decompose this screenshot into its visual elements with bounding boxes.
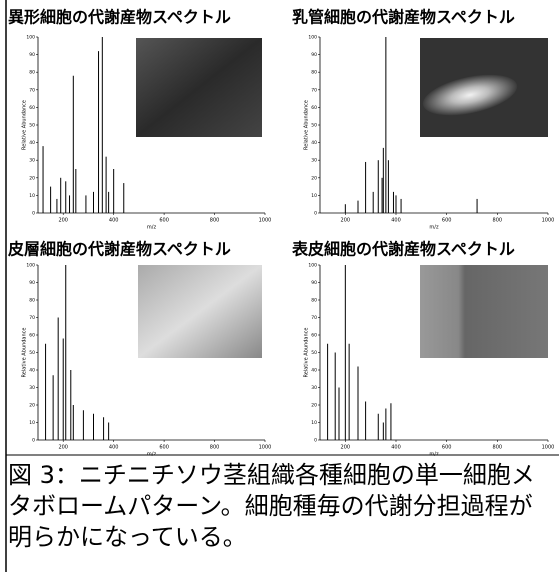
panel-title: 皮層細胞の代謝産物スペクトル: [7, 240, 231, 259]
y-tick-label: 80: [311, 298, 317, 304]
y-tick-label: 0: [314, 438, 317, 444]
y-tick-label: 0: [314, 211, 317, 217]
y-tick-label: 70: [311, 315, 317, 321]
x-tick-label: 600: [159, 218, 169, 224]
x-tick-label: 800: [210, 218, 220, 224]
x-axis-label: m/z: [429, 225, 439, 231]
y-tick-label: 90: [29, 280, 35, 286]
y-tick-label: 90: [311, 52, 317, 58]
y-tick-label: 0: [32, 438, 35, 444]
y-tick-label: 0: [32, 211, 35, 217]
x-tick-label: 600: [442, 445, 452, 451]
y-tick-label: 50: [311, 350, 317, 356]
y-tick-label: 20: [29, 175, 35, 181]
y-tick-label: 60: [311, 333, 317, 339]
y-tick-label: 10: [29, 420, 35, 426]
y-tick-label: 30: [29, 385, 35, 391]
y-tick-label: 40: [311, 140, 317, 146]
x-tick-label: 1000: [259, 218, 272, 224]
x-tick-label: 400: [391, 445, 401, 451]
x-tick-label: 1000: [542, 445, 555, 451]
panel-title: 表皮細胞の代謝産物スペクトル: [291, 240, 515, 259]
y-tick-label: 70: [29, 87, 35, 93]
y-tick-label: 10: [311, 420, 317, 426]
y-tick-label: 100: [26, 263, 35, 269]
y-tick-label: 40: [29, 368, 35, 374]
y-tick-label: 50: [29, 123, 35, 129]
x-tick-label: 600: [159, 445, 169, 451]
x-tick-label: 400: [109, 218, 119, 224]
y-axis-label: Relative Abundance: [304, 328, 310, 378]
y-tick-label: 30: [311, 158, 317, 164]
x-tick-label: 400: [109, 445, 119, 451]
y-tick-label: 30: [311, 385, 317, 391]
y-tick-label: 20: [311, 403, 317, 409]
panel-title: 乳管細胞の代謝産物スペクトル: [292, 8, 515, 27]
y-tick-label: 40: [311, 368, 317, 374]
x-tick-label: 200: [58, 445, 68, 451]
x-axis-label: m/z: [147, 452, 157, 458]
y-tick-label: 80: [29, 298, 35, 304]
x-tick-label: 200: [341, 218, 351, 224]
y-tick-label: 60: [29, 105, 35, 111]
x-tick-label: 800: [210, 445, 220, 451]
y-tick-label: 100: [308, 35, 317, 41]
y-tick-label: 60: [29, 333, 35, 339]
y-tick-label: 100: [26, 35, 35, 41]
panel-title: 異形細胞の代謝産物スペクトル: [8, 8, 231, 27]
x-tick-label: 200: [341, 445, 351, 451]
y-tick-label: 100: [308, 263, 317, 269]
x-tick-label: 800: [493, 445, 503, 451]
y-tick-label: 30: [29, 158, 35, 164]
y-tick-label: 20: [29, 403, 35, 409]
x-tick-label: 600: [442, 218, 452, 224]
y-axis-label: Relative Abundance: [22, 328, 28, 378]
figure: 異形細胞の代謝産物スペクトル01020304050607080901002004…: [0, 0, 559, 572]
y-tick-label: 70: [29, 315, 35, 321]
y-tick-label: 50: [311, 123, 317, 129]
y-tick-label: 90: [311, 280, 317, 286]
x-tick-label: 400: [391, 218, 401, 224]
y-tick-label: 50: [29, 350, 35, 356]
y-tick-label: 70: [311, 87, 317, 93]
x-tick-label: 800: [493, 218, 503, 224]
caption: 図 3：ニチニチソウ茎組織各種細胞の単一細胞メタボロームパターン。細胞種毎の代謝…: [8, 460, 556, 553]
y-axis-label: Relative Abundance: [304, 100, 310, 150]
micrograph: [136, 38, 262, 137]
x-tick-label: 1000: [542, 218, 555, 224]
y-axis-label: Relative Abundance: [22, 100, 28, 150]
x-axis-label: m/z: [147, 225, 157, 231]
y-tick-label: 20: [311, 175, 317, 181]
y-tick-label: 80: [311, 70, 317, 76]
x-tick-label: 200: [58, 218, 68, 224]
y-tick-label: 10: [29, 193, 35, 199]
y-tick-label: 40: [29, 140, 35, 146]
y-tick-label: 60: [311, 105, 317, 111]
micrograph: [420, 265, 548, 358]
micrograph: [138, 265, 262, 358]
y-tick-label: 10: [311, 193, 317, 199]
y-tick-label: 80: [29, 70, 35, 76]
x-axis-label: m/z: [429, 452, 439, 458]
y-tick-label: 90: [29, 52, 35, 58]
x-tick-label: 1000: [259, 445, 272, 451]
